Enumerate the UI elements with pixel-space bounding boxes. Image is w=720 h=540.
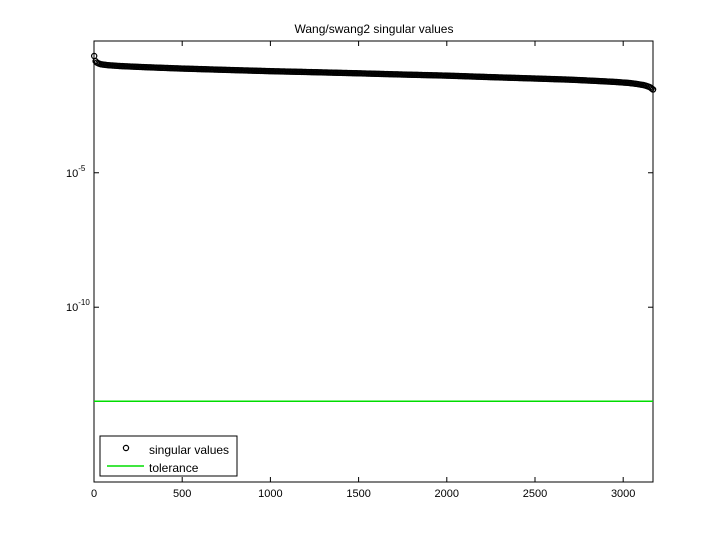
y-tick-base: 10 (66, 168, 78, 180)
x-tick-label: 0 (91, 488, 97, 500)
singular-value-point (649, 86, 657, 93)
x-tick-label: 2000 (435, 488, 459, 500)
x-tick-label: 1000 (258, 488, 282, 500)
legend-label-singular-values: singular values (149, 443, 229, 457)
y-tick-label: 10-5 (66, 164, 86, 180)
singular-values-layer (90, 52, 657, 93)
x-tick-label: 500 (173, 488, 191, 500)
legend-label-tolerance: tolerance (149, 461, 199, 475)
singular-value-point (648, 85, 655, 92)
plot-area (93, 40, 654, 483)
y-tick-label: 10-10 (66, 298, 90, 314)
y-tick-exponent: -5 (78, 164, 86, 173)
chart-title: Wang/swang2 singular values (295, 22, 454, 36)
y-tick-base: 10 (66, 302, 78, 314)
x-tick-label: 3000 (611, 488, 635, 500)
x-tick-label: 1500 (346, 488, 370, 500)
legend-box (99, 435, 238, 477)
y-tick-exponent: -10 (78, 298, 90, 307)
x-tick-label: 2500 (523, 488, 547, 500)
legend: singular values tolerance (99, 435, 238, 477)
legend-marker-singular-values (122, 444, 130, 452)
